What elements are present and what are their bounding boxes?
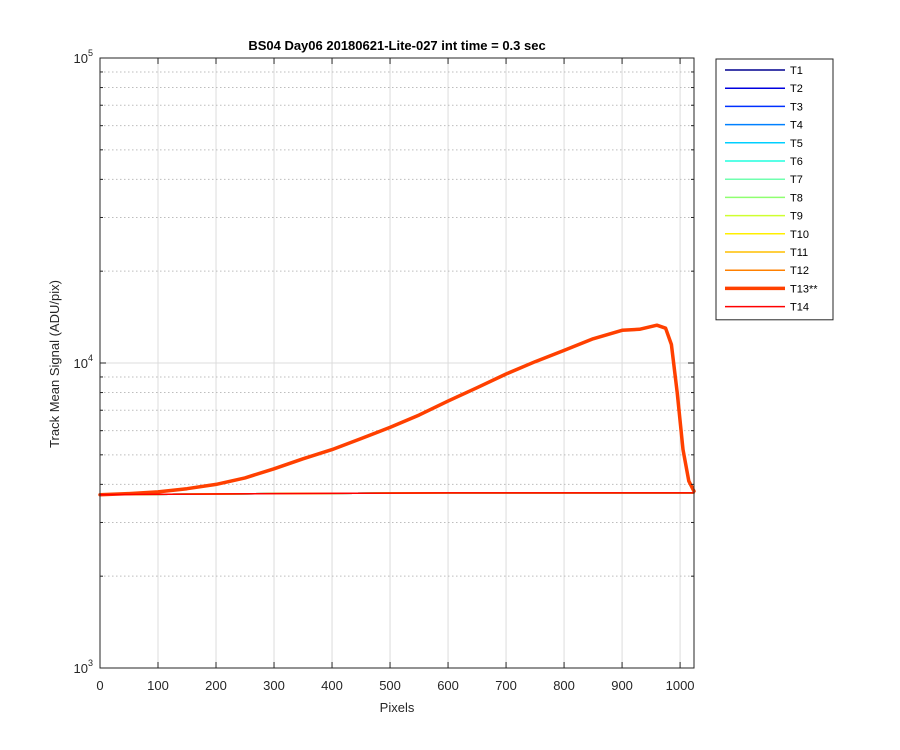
y-tick-label: 10 3: [74, 658, 93, 676]
x-axis-label: Pixels: [380, 700, 415, 715]
legend-label: T13**: [790, 283, 818, 295]
legend-item: T11: [725, 247, 808, 259]
legend-label: T5: [790, 138, 803, 150]
series-line-t13: [98, 323, 696, 497]
legend-label: T3: [790, 101, 803, 113]
x-tick-label: 500: [379, 678, 401, 693]
x-tick-label: 1000: [666, 678, 695, 693]
legend-label: T10: [790, 229, 809, 241]
legend-item: T14: [725, 302, 809, 314]
y-tick-base: 10: [74, 356, 88, 371]
x-tick-label: 300: [263, 678, 285, 693]
legend-item: T6: [725, 156, 803, 168]
legend-label: T4: [790, 120, 803, 132]
legend-item: T7: [725, 174, 803, 186]
y-tick-label: 10 5: [74, 48, 93, 66]
legend-item: T12: [725, 265, 809, 277]
y-tick-exponent: 3: [88, 658, 93, 668]
legend: T1 T2 T3 T4 T5 T6 T7 T8 T9 T10 T11 T12 T13** T14: [715, 58, 834, 321]
legend-label: T12: [790, 265, 809, 277]
x-tick-label: 200: [205, 678, 227, 693]
y-tick-exponent: 4: [88, 353, 93, 363]
legend-box: [715, 58, 834, 321]
y-tick-base: 10: [74, 51, 88, 66]
legend-item: T3: [725, 101, 803, 113]
x-tick-label: 600: [437, 678, 459, 693]
legend-label: T14: [790, 302, 809, 314]
legend-label: T1: [790, 65, 803, 77]
x-tick-label: 0: [96, 678, 103, 693]
y-axis-label: Track Mean Signal (ADU/pix): [47, 280, 62, 448]
legend-label: T7: [790, 174, 803, 186]
x-tick-label: 800: [553, 678, 575, 693]
grid-lines: [99, 57, 694, 669]
y-tick-base: 10: [74, 661, 88, 676]
legend-label: T11: [790, 247, 808, 259]
y-tick-exponent: 5: [88, 48, 93, 58]
legend-item: T8: [725, 192, 803, 204]
x-tick-label: 900: [611, 678, 633, 693]
legend-label: T2: [790, 83, 803, 95]
legend-item: T9: [725, 211, 803, 223]
series-lines: [98, 323, 696, 497]
legend-item: T13**: [725, 283, 818, 295]
legend-item: T2: [725, 83, 803, 95]
legend-item: T1: [725, 65, 803, 77]
y-tick-label: 10 4: [74, 353, 93, 371]
x-tick-label: 100: [147, 678, 169, 693]
x-tick-label: 700: [495, 678, 517, 693]
legend-item: T4: [725, 120, 803, 132]
legend-label: T9: [790, 211, 803, 223]
x-tick-label: 400: [321, 678, 343, 693]
legend-label: T6: [790, 156, 803, 168]
legend-item: T10: [725, 229, 809, 241]
legend-item: T5: [725, 138, 803, 150]
series-line-t14: [99, 492, 695, 496]
legend-label: T8: [790, 192, 803, 204]
chart-title: BS04 Day06 20180621-Lite-027 int time = …: [248, 38, 545, 53]
